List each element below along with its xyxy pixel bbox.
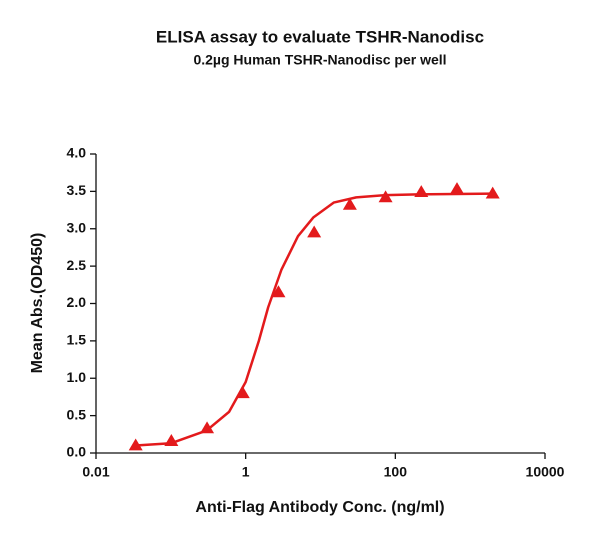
y-tick-label: 2.5: [67, 257, 87, 273]
y-tick-label: 0.5: [67, 406, 87, 422]
y-axis-label: Mean Abs.(OD450): [29, 233, 46, 374]
data-point: [271, 285, 286, 298]
x-tick-label: 0.01: [82, 464, 109, 480]
data-point: [378, 190, 393, 203]
chart-title: ELISA assay to evaluate TSHR-Nanodisc: [156, 27, 484, 46]
data-point: [414, 185, 429, 198]
data-point: [200, 421, 215, 434]
y-tick-label: 1.0: [67, 369, 87, 385]
y-tick-label: 0.0: [67, 444, 87, 460]
y-tick-label: 4.0: [67, 145, 87, 161]
y-tick-label: 3.0: [67, 219, 87, 235]
y-tick-label: 2.0: [67, 294, 87, 310]
data-point: [307, 225, 322, 238]
data-point: [164, 434, 179, 446]
chart-subtitle: 0.2µg Human TSHR-Nanodisc per well: [193, 52, 446, 68]
data-point: [128, 438, 143, 451]
y-tick-label: 1.5: [67, 332, 87, 348]
x-tick-label: 100: [384, 464, 408, 480]
data-point: [342, 197, 357, 210]
x-axis-label: Anti-Flag Antibody Conc. (ng/ml): [195, 499, 444, 516]
data-point: [235, 386, 250, 399]
y-tick-label: 3.5: [67, 182, 87, 198]
x-tick-label: 10000: [526, 464, 565, 480]
x-tick-label: 1: [242, 464, 250, 480]
data-point: [449, 182, 464, 195]
data-point: [485, 186, 500, 199]
fit-curve: [135, 192, 493, 447]
